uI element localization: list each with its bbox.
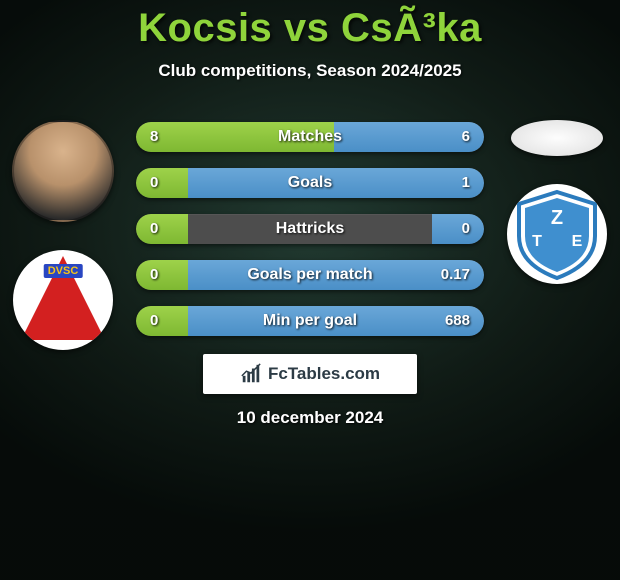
stat-row: 86Matches — [136, 122, 484, 152]
watermark: FcTables.com — [203, 354, 417, 394]
svg-text:T: T — [532, 233, 542, 250]
stat-label: Goals per match — [136, 260, 484, 290]
stat-row: 00.17Goals per match — [136, 260, 484, 290]
stat-bars: 86Matches 01Goals 00Hattricks 00.17Goals pe… — [136, 122, 484, 352]
stat-row: 0688Min per goal — [136, 306, 484, 336]
left-player-column — [8, 120, 118, 350]
zte-shield-icon: Z T E — [507, 184, 607, 284]
stat-label: Goals — [136, 168, 484, 198]
player-right-avatar — [511, 120, 603, 156]
stat-row: 00Hattricks — [136, 214, 484, 244]
team-left-logo — [13, 250, 113, 350]
stat-label: Matches — [136, 122, 484, 152]
team-right-logo: Z T E — [507, 184, 607, 284]
infographic-root: Kocsis vs CsÃ³ka Club competitions, Seas… — [0, 0, 620, 580]
chart-icon — [240, 363, 262, 385]
svg-text:E: E — [572, 233, 583, 250]
player-left-avatar — [12, 120, 114, 222]
date-text: 10 december 2024 — [0, 408, 620, 428]
watermark-text: FcTables.com — [268, 364, 380, 384]
stat-label: Hattricks — [136, 214, 484, 244]
stat-label: Min per goal — [136, 306, 484, 336]
stat-row: 01Goals — [136, 168, 484, 198]
page-title: Kocsis vs CsÃ³ka — [0, 0, 620, 51]
subtitle: Club competitions, Season 2024/2025 — [0, 61, 620, 81]
right-player-column: Z T E — [502, 120, 612, 284]
svg-text:Z: Z — [551, 207, 563, 229]
